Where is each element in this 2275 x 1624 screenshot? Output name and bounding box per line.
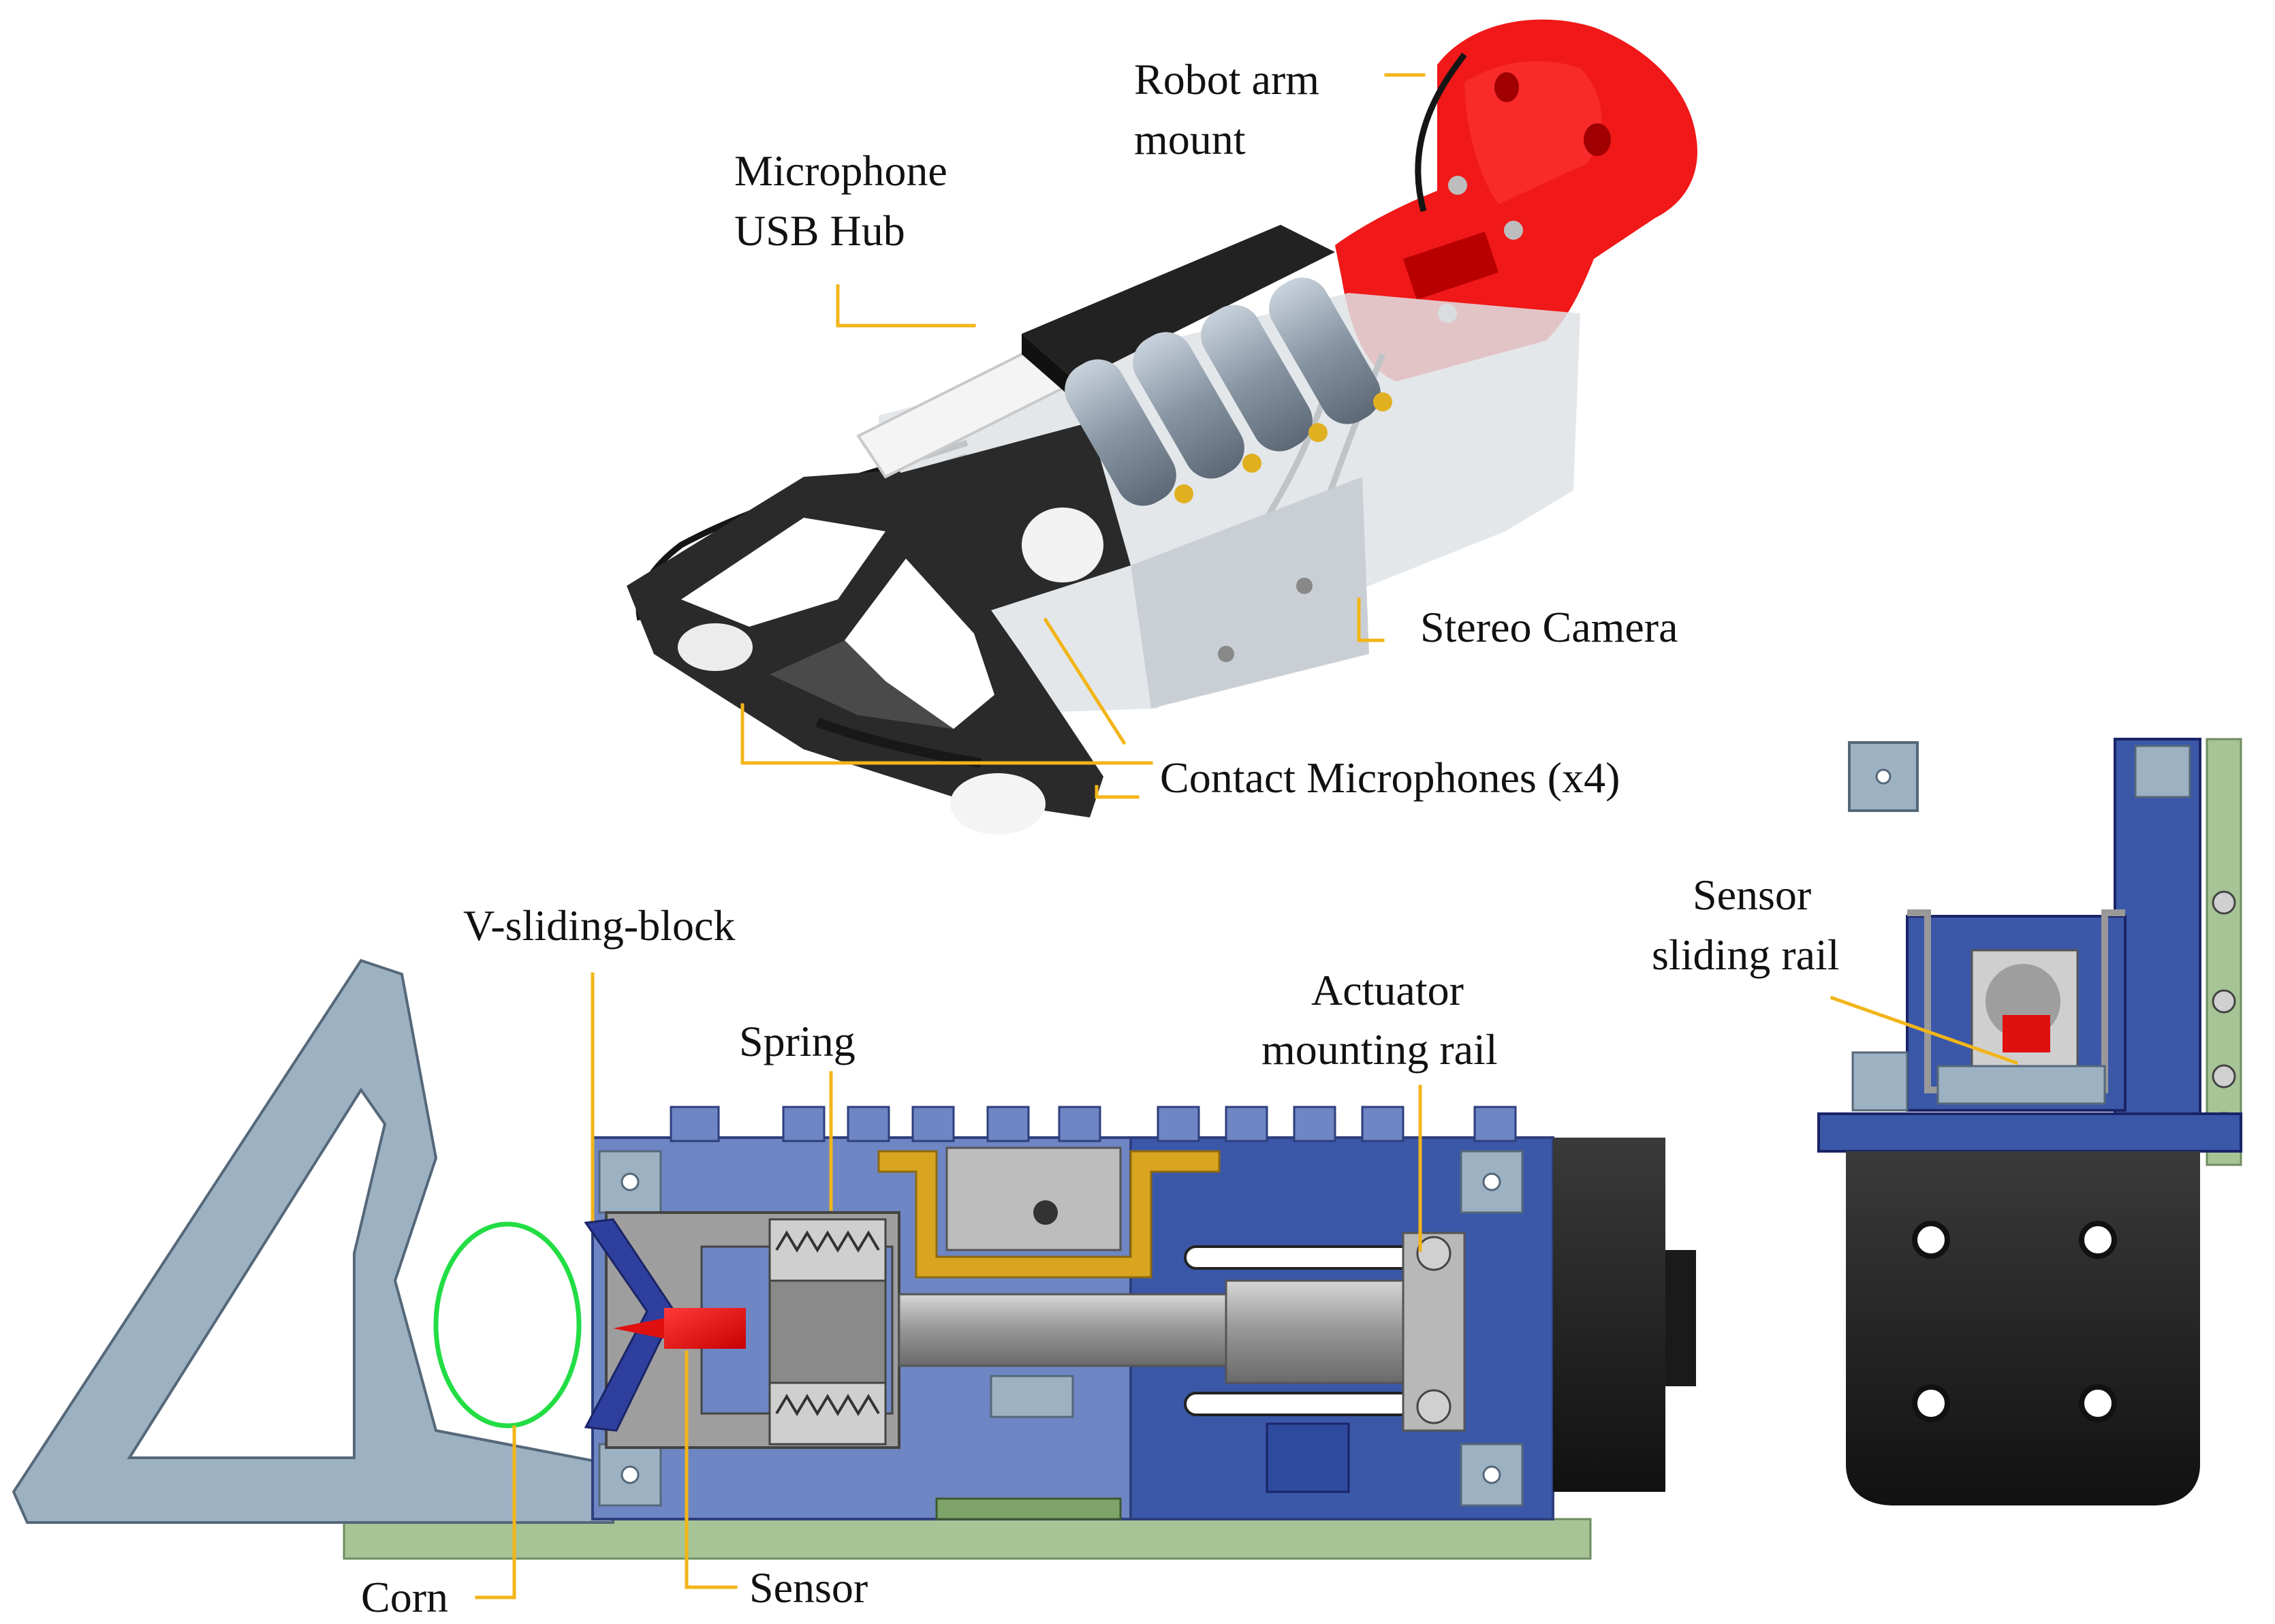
sensor-rail-base bbox=[1936, 1065, 2106, 1105]
connector-block bbox=[990, 1375, 1074, 1418]
side-plate bbox=[2206, 738, 2242, 1166]
label-sensor-rail-line1: Sensor bbox=[1693, 871, 1811, 919]
leader-sensor bbox=[685, 1350, 738, 1589]
small-square-plate-hole bbox=[1875, 768, 1892, 785]
actuator-rod bbox=[898, 1232, 1466, 1432]
end-base-bar bbox=[1817, 1112, 2242, 1153]
leader-stereo-camera bbox=[1357, 597, 1385, 642]
leader-lines bbox=[475, 73, 2019, 1599]
gold-bracket bbox=[877, 1150, 1221, 1279]
label-robot-arm-mount-line1: Robot arm bbox=[1134, 55, 1319, 104]
label-stereo-camera: Stereo Camera bbox=[1420, 603, 1678, 651]
label-v-sliding-block: V-sliding-block bbox=[463, 901, 735, 950]
rail-slots bbox=[1184, 1245, 1459, 1416]
leader-usb-hub bbox=[836, 284, 976, 328]
upper-block-plate bbox=[2134, 745, 2191, 798]
label-robot-arm-mount-line2: mount bbox=[1134, 115, 1246, 163]
sliding-carriage bbox=[605, 1211, 900, 1449]
rail-side-plate bbox=[1851, 1051, 1909, 1112]
sensor-red-end bbox=[2003, 1015, 2050, 1052]
label-sensor-rail-line2: sliding rail bbox=[1652, 931, 1840, 979]
label-spring: Spring bbox=[739, 1017, 856, 1065]
labels: Robot arm mount Microphone USB Hub Stere… bbox=[361, 55, 1840, 1621]
end-cad-view bbox=[1817, 738, 2242, 1505]
side-cad-view bbox=[12, 958, 1696, 1560]
bracket-block-hole bbox=[1033, 1200, 1058, 1225]
lower-black-mount bbox=[1846, 1151, 2200, 1505]
usb-hub-part bbox=[1022, 225, 1335, 402]
pcb-board bbox=[935, 1497, 1122, 1520]
contact-microphone-discs bbox=[678, 623, 1046, 834]
sensor-part bbox=[613, 1308, 746, 1349]
label-actuator-rail-line2: mounting rail bbox=[1261, 1025, 1498, 1074]
label-contact-microphones: Contact Microphones (x4) bbox=[1160, 753, 1620, 802]
pcb-base bbox=[343, 1518, 1592, 1560]
label-usb-hub-line1: Microphone bbox=[734, 146, 947, 195]
front-v-frame bbox=[627, 470, 1103, 817]
corn-outline bbox=[433, 1221, 582, 1428]
gripper-photo bbox=[627, 19, 1697, 834]
camera-module bbox=[1266, 1422, 1350, 1493]
label-usb-hub-line2: USB Hub bbox=[734, 206, 905, 255]
acrylic-housing bbox=[879, 293, 1580, 715]
leader-corn bbox=[475, 1425, 516, 1599]
microphone-cylinders bbox=[1065, 277, 1392, 506]
bracket-block bbox=[945, 1146, 1122, 1251]
leader-contact-mics-c bbox=[1095, 785, 1140, 799]
leader-contact-mics-a bbox=[740, 703, 1153, 765]
leader-contact-mics-b bbox=[1043, 617, 1127, 745]
leader-sensor-rail bbox=[1830, 995, 2019, 1065]
label-sensor: Sensor bbox=[749, 1563, 868, 1612]
label-actuator-rail-line1: Actuator bbox=[1311, 966, 1464, 1014]
label-corn: Corn bbox=[361, 1573, 448, 1621]
triangle-frame bbox=[12, 958, 614, 1524]
camera-lens bbox=[1553, 1138, 1696, 1492]
